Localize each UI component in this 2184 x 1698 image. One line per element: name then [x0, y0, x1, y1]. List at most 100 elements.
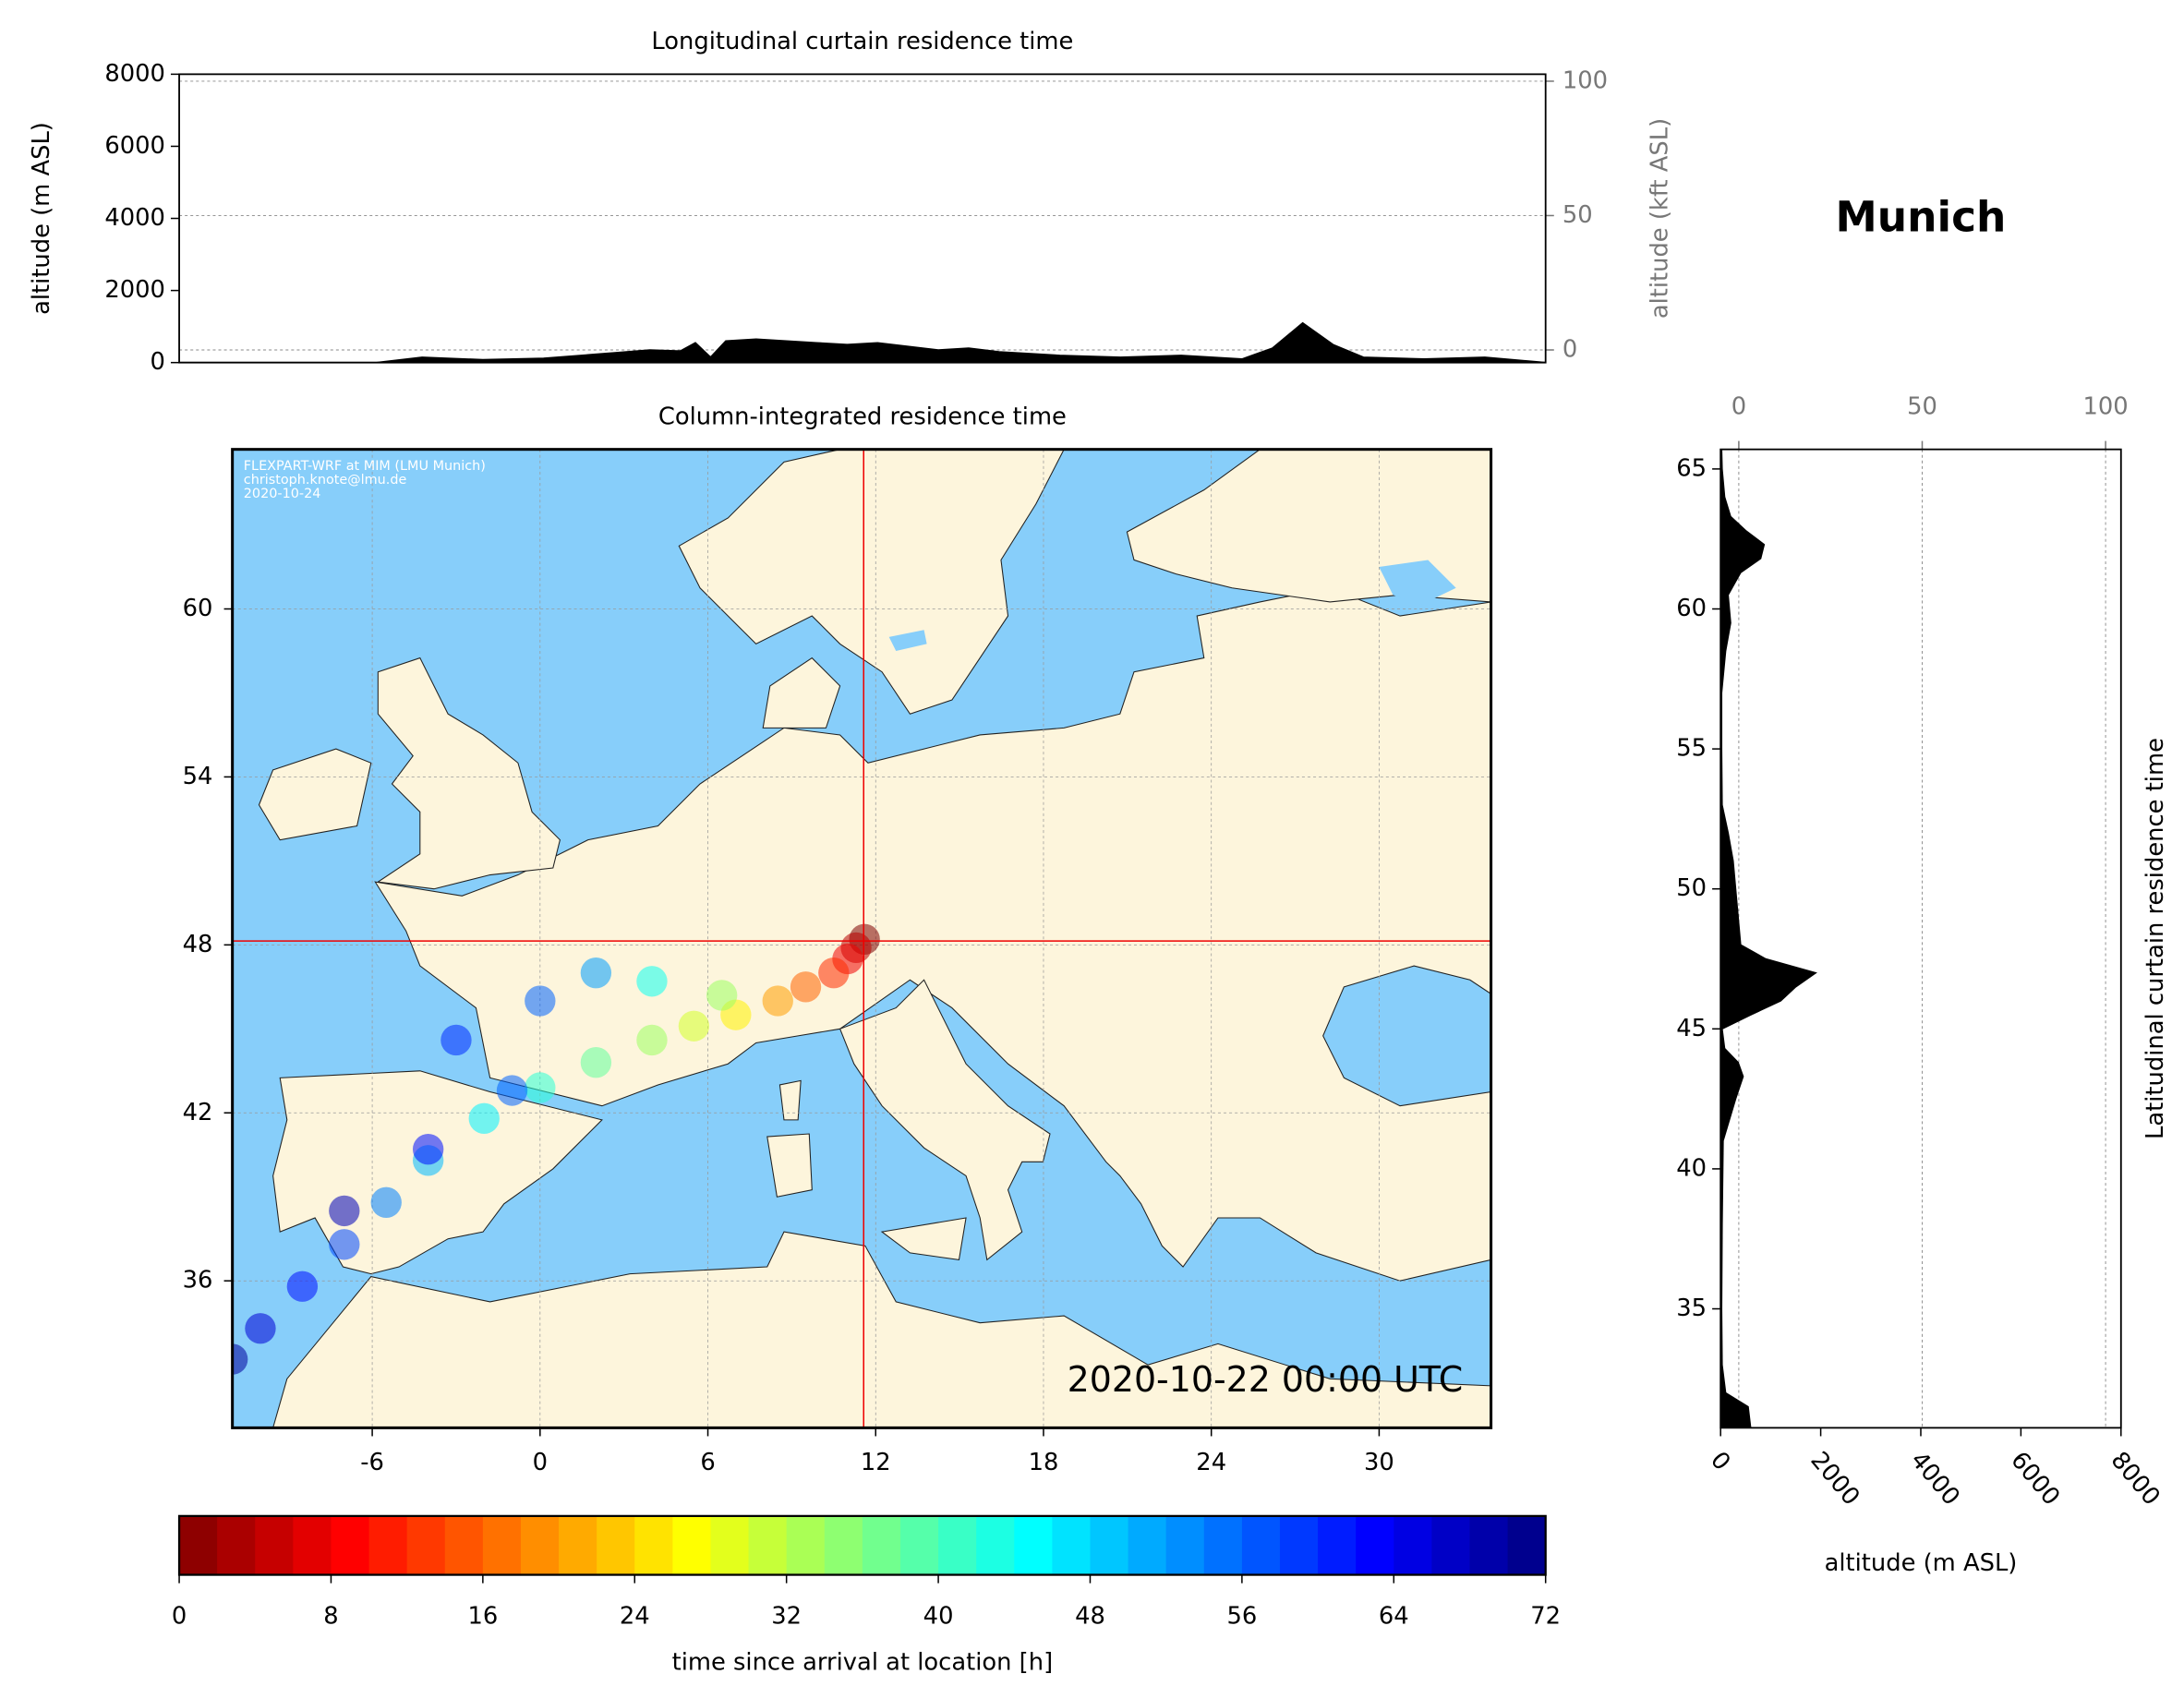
colorbar-segment	[1507, 1515, 1547, 1575]
residence-point	[232, 1343, 248, 1375]
plot-frame	[231, 448, 1493, 1429]
y-tick-label: 8000	[104, 60, 165, 88]
x-tick-label: 6000	[2005, 1447, 2065, 1511]
colorbar-segment	[1318, 1515, 1357, 1575]
y-tick-label: 42	[183, 1099, 213, 1126]
colorbar-segment	[520, 1515, 560, 1575]
colorbar-segment	[1203, 1515, 1243, 1575]
lake	[888, 630, 927, 651]
colorbar-label: time since arrival at location [h]	[672, 1649, 1054, 1677]
x-tick-label: 2000	[1804, 1447, 1864, 1511]
colorbar-tick-label: 8	[323, 1603, 338, 1631]
y-axis-label: Latitudinal curtain residence time	[2142, 738, 2169, 1139]
colorbar-segment	[824, 1515, 863, 1575]
colorbar-tick-label: 16	[467, 1603, 498, 1631]
colorbar-tick-label: 0	[172, 1603, 187, 1631]
x2-tick-label: 100	[2083, 393, 2129, 421]
colorbar-segment	[1014, 1515, 1054, 1575]
residence-point	[525, 1072, 556, 1103]
colorbar-segment	[1128, 1515, 1167, 1575]
curtain-area-group	[1720, 449, 2106, 1428]
colorbar-segment	[1090, 1515, 1129, 1575]
colorbar-segment	[597, 1515, 636, 1575]
colorbar-tick-label: 40	[923, 1603, 954, 1631]
residence-point	[580, 1047, 612, 1078]
colorbar-segment	[1279, 1515, 1319, 1575]
residence-point	[370, 1186, 402, 1218]
colorbar-tick-label: 72	[1530, 1603, 1561, 1631]
x-tick-label: 4000	[1905, 1447, 1965, 1511]
colorbar-segment	[255, 1515, 295, 1575]
colorbar-segment	[938, 1515, 977, 1575]
colorbar-segment	[331, 1515, 370, 1575]
residence-point	[329, 1195, 360, 1227]
colorbar-segment	[976, 1515, 1016, 1575]
credit-text: christoph.knote@lmu.de	[244, 473, 407, 488]
colorbar-segment	[444, 1515, 484, 1575]
x-axis-label: altitude (m ASL)	[1825, 1549, 2018, 1577]
land	[880, 1217, 967, 1261]
y2-tick-label: 0	[1563, 336, 1577, 364]
colorbar-segment	[217, 1515, 257, 1575]
x-tick-label: 18	[1029, 1449, 1059, 1476]
residence-point	[525, 985, 556, 1017]
colorbar-segment	[179, 1515, 218, 1575]
land	[762, 656, 841, 729]
y-tick-label: 36	[183, 1267, 213, 1295]
colorbar-tick-label: 32	[771, 1603, 802, 1631]
colorbar-segment	[862, 1515, 901, 1575]
land	[376, 656, 561, 890]
colorbar-segment	[634, 1515, 674, 1575]
colorbar-segment	[1241, 1515, 1281, 1575]
residence-point	[412, 1134, 444, 1165]
y2-tick-label: 50	[1563, 201, 1593, 229]
colorbar-segment	[748, 1515, 788, 1575]
y-tick-label: 60	[183, 595, 213, 622]
colorbar-segment	[406, 1515, 446, 1575]
residence-point	[678, 1010, 710, 1042]
land	[766, 1133, 813, 1198]
y-tick-label: 54	[183, 763, 213, 790]
y-tick-label: 0	[150, 348, 164, 376]
colorbar-segment	[559, 1515, 597, 1575]
y-tick-label: 4000	[104, 204, 165, 232]
plot-frame	[178, 73, 1547, 364]
x2-tick-label: 50	[1907, 393, 1937, 421]
x-tick-label: 24	[1196, 1449, 1226, 1476]
residence-point	[636, 966, 668, 997]
x-tick-label: 12	[861, 1449, 891, 1476]
colorbar-tick-label: 64	[1379, 1603, 1409, 1631]
residence-point	[286, 1270, 319, 1302]
residence-point	[440, 1024, 472, 1056]
black-sea	[1322, 965, 1491, 1107]
land	[839, 979, 1051, 1261]
colorbar-segment	[1431, 1515, 1471, 1575]
y-tick-label: 48	[183, 931, 213, 958]
colorbar-segment	[1165, 1515, 1205, 1575]
residence-point	[496, 1075, 528, 1106]
y2-tick-label: 100	[1563, 66, 1608, 94]
residence-point	[706, 980, 738, 1011]
colorbar-frame	[177, 1514, 1547, 1576]
colorbar-segment	[786, 1515, 826, 1575]
y-tick-label: 6000	[104, 132, 165, 160]
x-tick-label: -6	[360, 1449, 384, 1476]
colorbar-segment	[672, 1515, 712, 1575]
colorbar-segment	[368, 1515, 408, 1575]
colorbar-segment	[1469, 1515, 1509, 1575]
plot-frame	[1719, 448, 2122, 1429]
residence-point	[762, 985, 793, 1017]
chart-title: Longitudinal curtain residence time	[651, 28, 1073, 55]
y-tick-label: 40	[1676, 1154, 1707, 1182]
y-tick-label: 45	[1676, 1015, 1707, 1042]
terrain-area	[1720, 449, 1817, 1428]
y2-axis-label: altitude (kft ASL)	[1647, 118, 1674, 319]
x-tick-label: 0	[1705, 1447, 1736, 1476]
colorbar-segment	[482, 1515, 522, 1575]
colorbar-segment	[1394, 1515, 1433, 1575]
land	[778, 1079, 802, 1121]
residence-point	[818, 957, 850, 989]
colorbar-segment	[1356, 1515, 1395, 1575]
